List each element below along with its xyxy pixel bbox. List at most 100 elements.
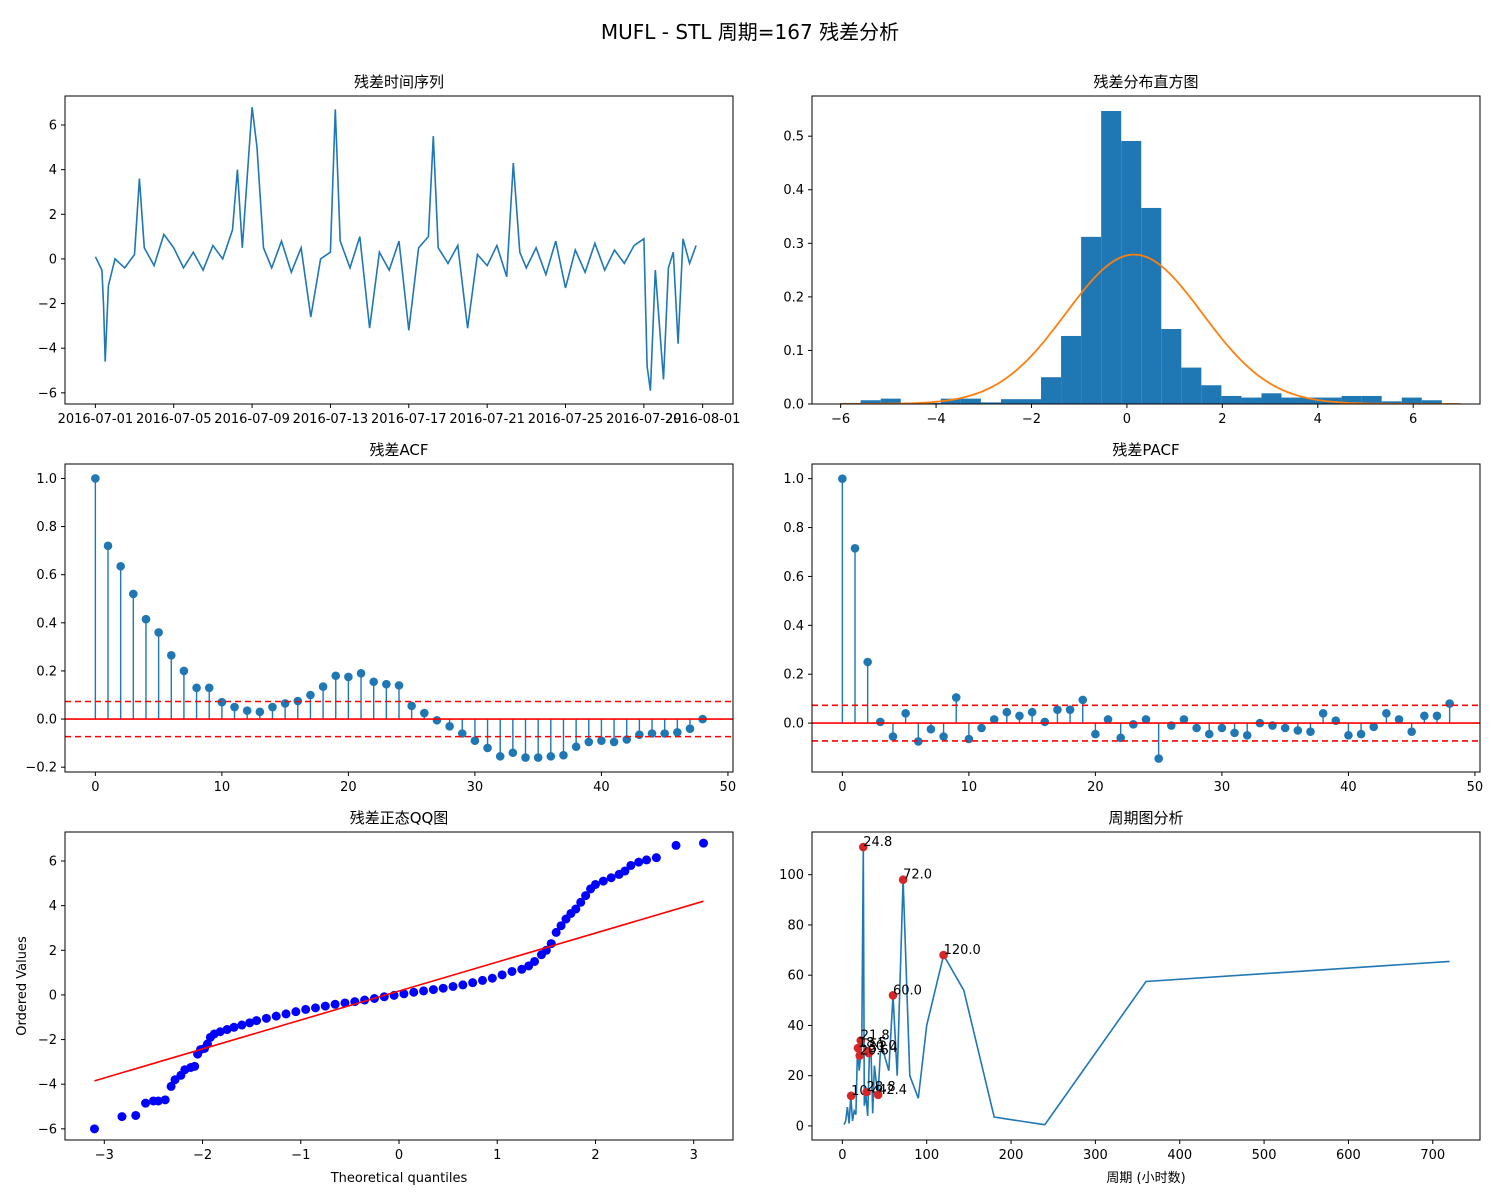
y-tick-label: 0.5	[783, 130, 804, 145]
pacf-stems	[812, 474, 1480, 763]
x-tick-label: 50	[720, 780, 737, 795]
stem-marker	[457, 729, 467, 738]
stem-marker	[1356, 729, 1366, 739]
peak-label: 28.8	[867, 1080, 896, 1095]
qq-point	[530, 956, 540, 966]
histogram-bar	[1261, 393, 1282, 404]
qq-point	[606, 873, 616, 883]
x-tick-label: −3	[95, 1148, 114, 1163]
stem-marker	[1204, 729, 1214, 739]
stem-marker	[166, 650, 176, 660]
qq-point	[261, 1013, 271, 1023]
y-tick-label: 4	[49, 899, 57, 914]
stem-marker	[584, 737, 594, 747]
y-axis-label: Ordered Values	[15, 936, 30, 1036]
qq-point	[320, 1001, 330, 1011]
x-tick-label: 600	[1336, 1148, 1361, 1163]
y-tick-label: −0.2	[25, 761, 57, 776]
histogram-bar	[1041, 377, 1062, 404]
qq-point	[237, 1020, 247, 1030]
qq-point	[340, 998, 350, 1008]
stem-marker	[1280, 723, 1290, 733]
panel-title: 残差分布直方图	[1093, 73, 1198, 91]
y-tick-label: 0.4	[783, 183, 804, 198]
stem-marker	[508, 748, 518, 758]
histogram-bar	[1061, 335, 1082, 404]
qq-point	[117, 1112, 127, 1122]
plot-frame	[64, 831, 734, 1141]
histogram-bar	[1421, 400, 1442, 404]
stem-marker	[382, 679, 391, 689]
qq-point	[399, 989, 409, 999]
y-tick-label: 0.6	[783, 570, 804, 585]
qq-point	[468, 978, 478, 988]
y-tick-label: 0.2	[783, 290, 804, 305]
stem-marker	[1217, 723, 1227, 733]
peak-label: 72.0	[903, 868, 932, 883]
panel-residual-acf: 残差ACF 0 10 20 30 40 50 −0.2 0.0 0.2 0.4 0.6 0.8 1.0	[25, 441, 736, 795]
peak-label: 120.0	[944, 943, 981, 958]
stem-marker	[91, 474, 100, 483]
stem-marker	[521, 753, 530, 762]
qq-point	[626, 860, 636, 870]
stem-marker	[1015, 711, 1024, 721]
peak-marker	[898, 875, 908, 885]
x-tick-label: 1	[493, 1148, 501, 1163]
stem-marker	[977, 723, 986, 733]
x-tick-label: 30	[1214, 780, 1231, 795]
qq-point	[642, 855, 652, 865]
x-tick-label: 700	[1420, 1148, 1445, 1163]
qq-point	[291, 1007, 301, 1017]
panel-title: 周期图分析	[1108, 809, 1183, 827]
stem-marker	[1002, 707, 1012, 717]
x-tick-label: 2016-07-25	[528, 412, 604, 427]
figure-title: MUFL - STL 周期=167 残差分析	[601, 20, 899, 44]
stem-marker	[192, 683, 201, 693]
peak-marker	[855, 1051, 865, 1060]
y-tick-label: 6	[49, 119, 57, 134]
y-tick-label: 80	[787, 918, 804, 933]
stem-marker	[445, 721, 454, 731]
x-tick-label: −4	[926, 412, 945, 427]
qq-point	[419, 986, 429, 996]
x-tick-label: 2016-07-05	[136, 412, 212, 427]
x-tick-label: 300	[1083, 1148, 1108, 1163]
y-tick-label: −4	[38, 342, 57, 357]
stem-marker	[660, 729, 669, 738]
plot-frame	[811, 95, 1481, 405]
histogram-bar	[880, 398, 901, 404]
qq-points	[89, 838, 709, 1134]
qq-point	[190, 1061, 200, 1071]
qq-point	[428, 985, 438, 995]
stem-marker	[129, 589, 138, 599]
qq-point	[311, 1003, 320, 1013]
y-tick-label: −2	[38, 1033, 57, 1048]
acf-stems	[65, 474, 733, 762]
stem-marker	[1129, 720, 1138, 729]
qq-point	[245, 1018, 255, 1028]
x-tick-label: 2016-07-09	[214, 412, 290, 427]
histogram-bar	[1201, 385, 1222, 404]
y-tick-label: 0	[796, 1119, 804, 1134]
panel-title: 残差正态QQ图	[350, 809, 449, 827]
qq-point	[590, 879, 600, 889]
stem-marker	[1407, 727, 1416, 736]
x-tick-label: 0	[838, 780, 846, 795]
x-tick-label: 0	[1123, 412, 1131, 427]
x-tick-label: 40	[593, 780, 610, 795]
x-tick-label: 50	[1467, 780, 1484, 795]
peak-marker	[853, 1043, 863, 1053]
x-tick-label: 20	[1087, 780, 1104, 795]
peak-marker	[873, 1090, 883, 1100]
histogram-bar	[1000, 399, 1021, 404]
stem-marker	[495, 752, 505, 761]
y-tick-label: 2	[49, 944, 57, 959]
stem-marker	[1445, 699, 1454, 708]
stem-marker	[989, 715, 999, 724]
x-axis-label: Theoretical quantiles	[330, 1171, 468, 1186]
stem-marker	[1091, 729, 1100, 739]
y-tick-label: 0.4	[36, 616, 57, 631]
qq-point	[478, 975, 487, 985]
y-tick-label: 20	[787, 1069, 804, 1084]
